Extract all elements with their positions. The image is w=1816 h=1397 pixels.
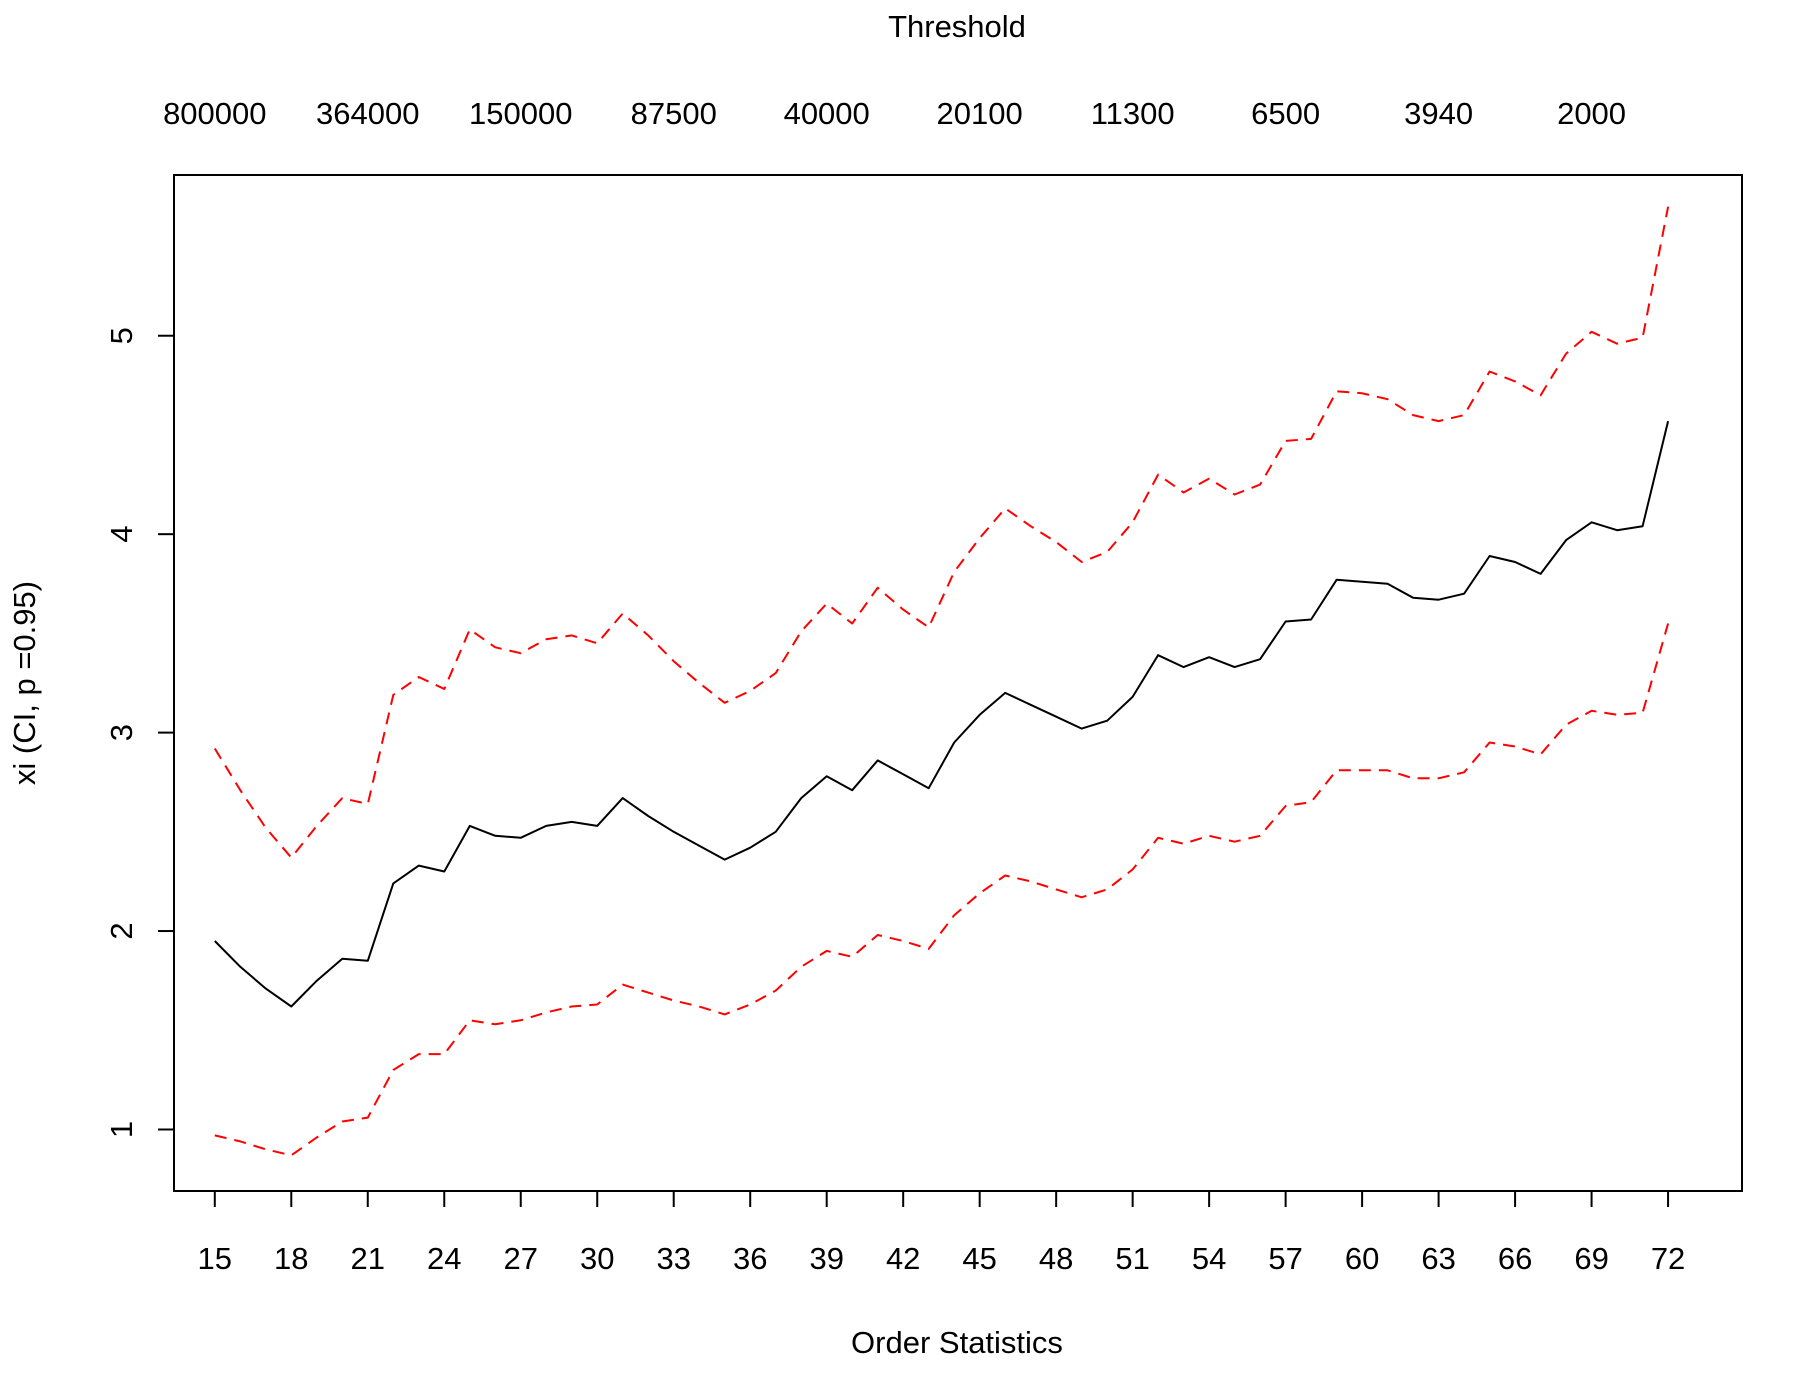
- series-layer: [213, 206, 1670, 1157]
- top-tick-label: 150000: [469, 96, 572, 131]
- x-axis: 15 18 21 24 27 30 33 36 39 42 45 48 51 54 57 60 63 66 69 72: [198, 1190, 1685, 1276]
- top-tick-label: 20100: [937, 96, 1023, 131]
- top-tick-label: 87500: [631, 96, 717, 131]
- series-line-estimate: [214, 420, 1670, 1008]
- x-axis-title: Order Statistics: [851, 1325, 1063, 1360]
- x-tick-label: 66: [1498, 1241, 1532, 1276]
- x-tick-label: 57: [1268, 1241, 1302, 1276]
- y-axis-title: xi (CI, p =0.95): [7, 581, 42, 785]
- top-tick-label: 40000: [784, 96, 870, 131]
- x-tick-label: 27: [504, 1241, 538, 1276]
- x-tick-label: 18: [274, 1241, 308, 1276]
- x-tick-label: 54: [1192, 1241, 1226, 1276]
- top-axis-title: Threshold: [888, 9, 1026, 44]
- y-tick-label: 3: [104, 724, 139, 741]
- x-tick-label: 51: [1115, 1241, 1149, 1276]
- top-tick-label: 2000: [1557, 96, 1626, 131]
- x-tick-label: 48: [1039, 1241, 1073, 1276]
- x-tick-label: 42: [886, 1241, 920, 1276]
- x-tick-label: 15: [198, 1241, 232, 1276]
- top-tick-label: 364000: [316, 96, 419, 131]
- top-tick-label: 3940: [1404, 96, 1473, 131]
- x-tick-label: 36: [733, 1241, 767, 1276]
- x-tick-label: 60: [1345, 1241, 1379, 1276]
- y-tick-label: 5: [104, 327, 139, 344]
- top-tick-label: 11300: [1091, 96, 1175, 131]
- x-tick-label: 39: [809, 1241, 843, 1276]
- x-tick-label: 63: [1421, 1241, 1455, 1276]
- top-tick-label: 800000: [163, 96, 266, 131]
- y-tick-label: 4: [104, 526, 139, 543]
- x-tick-label: 24: [427, 1241, 461, 1276]
- y-tick-label: 2: [104, 922, 139, 939]
- series-line-upper-ci: [213, 206, 1670, 859]
- x-tick-label: 30: [580, 1241, 614, 1276]
- x-tick-label: 21: [351, 1241, 385, 1276]
- y-axis: 1 2 3 4 5: [104, 327, 175, 1138]
- x-tick-label: 72: [1651, 1241, 1685, 1276]
- series-line-lower-ci: [214, 623, 1670, 1157]
- top-axis: 800000 364000 150000 87500 40000 20100 11300 65…: [163, 96, 1626, 131]
- top-tick-label: 6500: [1251, 96, 1320, 131]
- x-tick-label: 33: [656, 1241, 690, 1276]
- y-tick-label: 1: [104, 1121, 139, 1138]
- x-tick-label: 45: [962, 1241, 996, 1276]
- x-tick-label: 69: [1574, 1241, 1608, 1276]
